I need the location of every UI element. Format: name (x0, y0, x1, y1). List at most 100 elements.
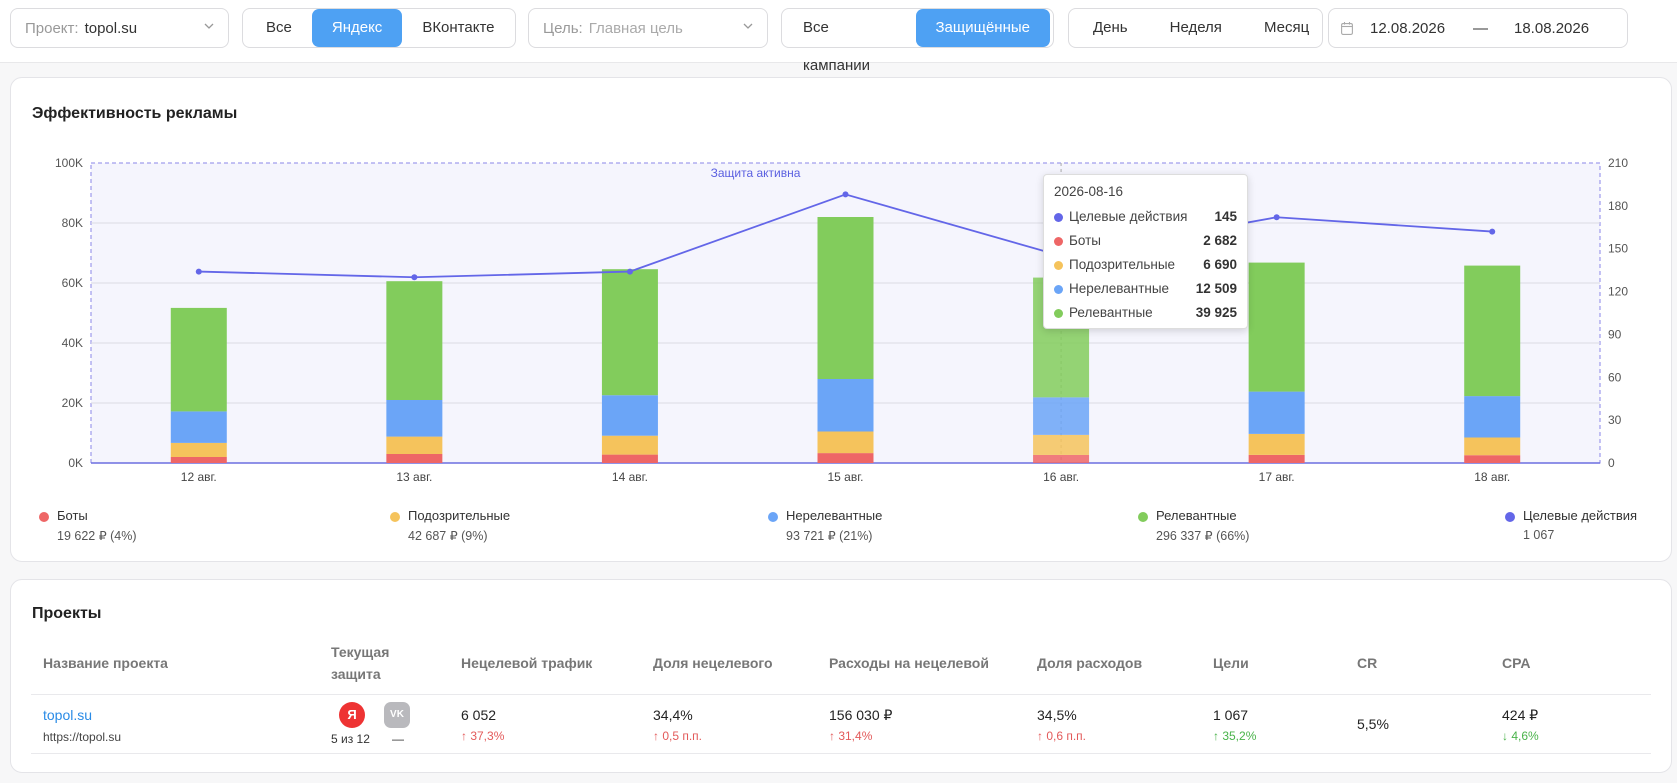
legend-label: Подозрительные (408, 508, 511, 523)
x-tick-label: 16 авг. (1043, 470, 1079, 484)
tooltip-dot (1054, 309, 1063, 318)
chart-title: Эффективность рекламы (32, 105, 238, 122)
nontarget-traffic-delta: ↑ 37,3% (461, 729, 505, 743)
target-actions-point (1489, 228, 1496, 235)
goal-select-label: Цель: (543, 19, 583, 37)
tab-month[interactable]: Месяц (1263, 19, 1310, 36)
bar-segment (386, 281, 443, 400)
y-tick-label: 0K (68, 456, 83, 470)
col-header-cr[interactable]: CR (1357, 655, 1378, 671)
bar-segment (601, 395, 658, 436)
date-range-picker[interactable]: 12.08.2026 — 18.08.2026 (1328, 8, 1628, 48)
goals-delta: ↑ 35,2% (1213, 729, 1257, 743)
nontarget-spend-delta: ↑ 31,4% (829, 729, 873, 743)
y2-tick-label: 30 (1608, 413, 1622, 427)
nontarget-share-delta: ↑ 0,5 п.п. (653, 729, 703, 743)
cr-value: 5,5% (1357, 716, 1389, 732)
col-header-cpa[interactable]: CPA (1502, 655, 1531, 671)
bar-segment (1464, 455, 1521, 463)
legend-dot (39, 512, 49, 522)
date-to[interactable]: 18.08.2026 (1514, 19, 1590, 37)
nontarget-share-value: 34,4% (653, 707, 693, 723)
bar-segment (1248, 433, 1305, 455)
tooltip-row-suspicious: Подозрительные 6 690 (1054, 253, 1237, 277)
bar-segment (1033, 454, 1090, 463)
y2-tick-label: 150 (1608, 242, 1628, 256)
col-header-project-name[interactable]: Название проекта (43, 655, 168, 671)
tooltip-date: 2026-08-16 (1054, 184, 1124, 199)
tooltip-row-name: Релевантные (1069, 305, 1153, 320)
project-url: https://topol.su (43, 730, 122, 744)
chart-tooltip: 2026-08-16 Целевые действия 145 Боты 2 682… (1043, 174, 1248, 329)
protection-annotation: Защита активна (711, 166, 801, 180)
col-header-protection-line2[interactable]: защита (331, 666, 381, 682)
legend-value: 19 622 ₽ (4%) (57, 529, 137, 543)
tooltip-dot (1054, 213, 1063, 222)
bar-segment (817, 379, 874, 432)
legend-label: Релевантные (1156, 508, 1237, 523)
x-tick-label: 17 авг. (1259, 470, 1295, 484)
bar-segment (817, 217, 874, 379)
tab-vkontakte[interactable]: ВКонтакте (422, 19, 495, 36)
tooltip-dot (1054, 261, 1063, 270)
tab-protected[interactable]: Защищённые (915, 9, 1050, 47)
bar-segment (1248, 454, 1305, 463)
legend-value: 42 687 ₽ (9%) (408, 529, 488, 543)
tab-yandex[interactable]: Яндекс (311, 9, 403, 47)
y2-tick-label: 90 (1608, 327, 1622, 341)
bar-segment (1248, 262, 1305, 392)
table-divider (31, 753, 1651, 754)
x-tick-label: 14 авг. (612, 470, 648, 484)
tab-all-sources[interactable]: Все (266, 19, 292, 36)
col-header-nontarget-traffic[interactable]: Нецелевой трафик (461, 655, 593, 671)
nontarget-traffic-value: 6 052 (461, 707, 497, 723)
projects-card: Проекты (10, 579, 1672, 773)
tab-week[interactable]: Неделя (1169, 19, 1222, 36)
tooltip-row-value: 2 682 (1203, 233, 1237, 248)
bar-segment (817, 431, 874, 454)
legend-label: Целевые действия (1523, 508, 1638, 523)
yandex-badge-icon: Я (339, 702, 365, 728)
spend-share-value: 34,5% (1037, 707, 1077, 723)
project-select-label: Проект: (25, 19, 79, 37)
bar-segment (170, 457, 227, 463)
tab-all-campaigns[interactable]: Все кампании (803, 19, 871, 74)
tooltip-row-value: 145 (1214, 209, 1237, 224)
project-select[interactable]: Проект: topol.su (10, 8, 229, 48)
col-header-nontarget-spend[interactable]: Расходы на нецелевой (829, 655, 989, 671)
project-link[interactable]: topol.su (43, 707, 93, 723)
tooltip-dot (1054, 237, 1063, 246)
y2-tick-label: 120 (1608, 285, 1628, 299)
tooltip-dot (1054, 285, 1063, 294)
goal-select[interactable]: Цель: Главная цель (528, 8, 768, 48)
nontarget-spend-value: 156 030 ₽ (829, 707, 893, 723)
col-header-nontarget-share[interactable]: Доля нецелевого (653, 655, 773, 671)
tooltip-row-name: Нерелевантные (1069, 281, 1170, 296)
bar-segment (1033, 397, 1090, 435)
bar-segment (817, 453, 874, 463)
tooltip-row-value: 6 690 (1203, 257, 1237, 272)
tooltip-row-bots: Боты 2 682 (1054, 229, 1237, 253)
y2-tick-label: 0 (1608, 456, 1615, 470)
cpa-value: 424 ₽ (1502, 707, 1539, 723)
col-header-goals[interactable]: Цели (1213, 655, 1249, 671)
target-actions-point (195, 268, 202, 275)
date-from[interactable]: 12.08.2026 (1370, 19, 1446, 37)
target-actions-point (411, 274, 418, 281)
bar-segment (170, 307, 227, 412)
legend-value: 93 721 ₽ (21%) (786, 529, 873, 543)
col-header-protection[interactable]: Текущая (331, 644, 390, 660)
y-tick-label: 100K (55, 156, 83, 170)
tooltip-row-irrelevant: Нерелевантные 12 509 (1054, 277, 1237, 301)
legend-value: 296 337 ₽ (66%) (1156, 529, 1250, 543)
bar-segment (1248, 391, 1305, 434)
y2-tick-label: 180 (1608, 199, 1628, 213)
x-tick-label: 18 авг. (1474, 470, 1510, 484)
legend-dot (768, 512, 778, 522)
col-header-spend-share[interactable]: Доля расходов (1037, 655, 1143, 671)
y2-tick-label: 210 (1608, 156, 1628, 170)
x-tick-label: 12 авг. (181, 470, 217, 484)
bar-segment (170, 411, 227, 443)
tooltip-row-name: Подозрительные (1069, 257, 1176, 272)
tab-day[interactable]: День (1093, 19, 1128, 36)
